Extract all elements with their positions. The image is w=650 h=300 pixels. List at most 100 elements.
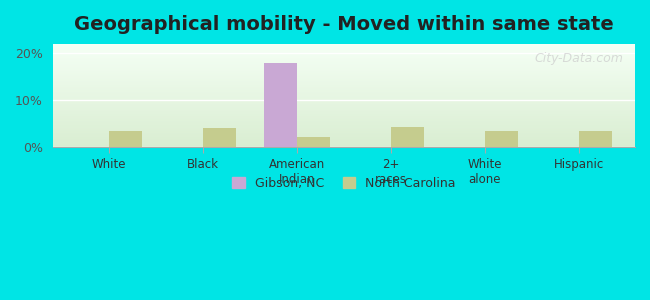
Bar	[53, 139, 635, 140]
Bar	[53, 142, 635, 143]
Bar	[53, 123, 635, 124]
Bar	[53, 114, 635, 115]
Bar	[53, 121, 635, 122]
Bar	[53, 112, 635, 113]
Bar	[264, 63, 297, 147]
Bar	[53, 67, 635, 68]
Bar	[53, 144, 635, 145]
Bar	[53, 45, 635, 46]
Text: City-Data.com: City-Data.com	[534, 52, 623, 65]
Bar	[53, 55, 635, 56]
Bar	[53, 70, 635, 71]
Bar	[53, 145, 635, 146]
Bar	[53, 82, 635, 83]
Bar	[53, 132, 635, 133]
Bar	[53, 73, 635, 74]
Bar	[53, 56, 635, 57]
Bar	[53, 74, 635, 75]
Bar	[53, 68, 635, 69]
Bar	[53, 101, 635, 102]
Bar	[53, 140, 635, 141]
Bar	[53, 107, 635, 108]
Bar	[53, 118, 635, 119]
Bar	[53, 93, 635, 94]
Bar	[53, 79, 635, 80]
Bar	[391, 128, 424, 147]
Bar	[53, 75, 635, 76]
Bar	[53, 64, 635, 66]
Bar	[53, 95, 635, 97]
Bar	[53, 81, 635, 82]
Bar	[53, 137, 635, 138]
Bar	[53, 108, 635, 109]
Bar	[53, 146, 635, 147]
Bar	[53, 57, 635, 58]
Bar	[53, 125, 635, 127]
Bar	[53, 80, 635, 81]
Bar	[53, 44, 635, 45]
Bar	[53, 127, 635, 128]
Bar	[53, 50, 635, 51]
Bar	[53, 103, 635, 104]
Bar	[53, 122, 635, 123]
Bar	[53, 61, 635, 62]
Bar	[53, 47, 635, 48]
Bar	[53, 72, 635, 73]
Bar	[53, 133, 635, 134]
Bar	[53, 117, 635, 118]
Bar	[53, 94, 635, 95]
Bar	[53, 120, 635, 121]
Bar	[53, 54, 635, 55]
Bar	[53, 52, 635, 53]
Bar	[53, 86, 635, 87]
Bar	[53, 130, 635, 132]
Bar	[53, 60, 635, 62]
Bar	[53, 69, 635, 70]
Bar	[53, 90, 635, 92]
Bar	[53, 104, 635, 105]
Bar	[53, 115, 635, 116]
Bar	[53, 99, 635, 100]
Bar	[53, 97, 635, 98]
Bar	[53, 92, 635, 93]
Bar	[53, 85, 635, 86]
Bar	[53, 98, 635, 99]
Legend: Gibson, NC, North Carolina: Gibson, NC, North Carolina	[227, 172, 461, 195]
Bar	[53, 136, 635, 137]
Bar	[53, 143, 635, 144]
Bar	[53, 89, 635, 90]
Bar	[53, 88, 635, 89]
Bar	[53, 84, 635, 85]
Bar	[53, 105, 635, 106]
Bar	[53, 58, 635, 59]
Bar	[53, 134, 635, 135]
Bar	[53, 106, 635, 107]
Bar	[53, 119, 635, 120]
Bar	[53, 116, 635, 117]
Bar	[578, 131, 612, 147]
Bar	[203, 128, 236, 147]
Title: Geographical mobility - Moved within same state: Geographical mobility - Moved within sam…	[74, 15, 614, 34]
Bar	[109, 131, 142, 147]
Bar	[53, 135, 635, 136]
Bar	[53, 66, 635, 67]
Bar	[53, 76, 635, 77]
Bar	[53, 46, 635, 47]
Bar	[53, 78, 635, 79]
Bar	[53, 53, 635, 54]
Bar	[53, 77, 635, 78]
Bar	[53, 113, 635, 114]
Bar	[53, 51, 635, 52]
Bar	[53, 109, 635, 110]
Bar	[53, 111, 635, 112]
Bar	[53, 48, 635, 49]
Bar	[53, 71, 635, 72]
Bar	[53, 128, 635, 130]
Bar	[53, 62, 635, 64]
Bar	[485, 131, 517, 147]
Bar	[53, 141, 635, 142]
Bar	[53, 83, 635, 84]
Bar	[53, 138, 635, 139]
Bar	[53, 59, 635, 60]
Bar	[53, 102, 635, 103]
